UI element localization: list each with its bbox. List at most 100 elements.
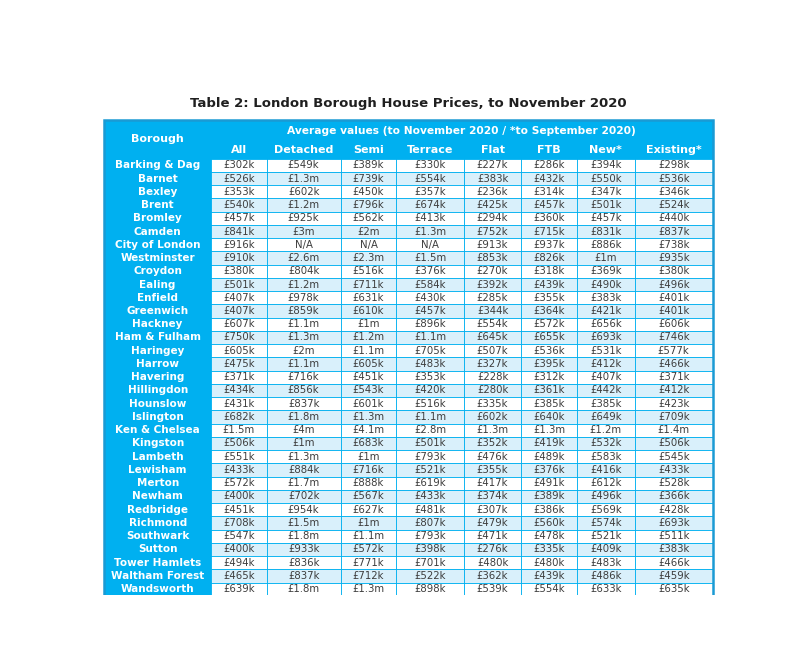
Bar (211, 582, 266, 596)
Bar (521, 371, 577, 384)
Text: Islington: Islington (132, 412, 183, 422)
Text: £619k: £619k (414, 478, 446, 488)
Bar (211, 530, 266, 543)
Text: £480k: £480k (533, 558, 565, 568)
Bar (464, 344, 521, 357)
Bar (464, 476, 521, 490)
Bar (341, 437, 396, 450)
Bar (464, 198, 521, 212)
Bar (577, 225, 635, 238)
Text: £413k: £413k (414, 213, 446, 223)
Text: £683k: £683k (353, 438, 384, 448)
Text: £886k: £886k (590, 240, 622, 250)
Text: £705k: £705k (414, 346, 446, 356)
Bar (341, 317, 396, 331)
Bar (635, 424, 713, 437)
Bar (266, 582, 341, 596)
Bar (211, 464, 266, 476)
Bar (577, 142, 635, 159)
Bar (577, 384, 635, 397)
Bar (341, 556, 396, 569)
Bar (635, 142, 713, 159)
Text: £394k: £394k (590, 160, 622, 170)
Bar (211, 238, 266, 251)
Bar (464, 397, 521, 410)
Bar (341, 305, 396, 317)
Bar (577, 490, 635, 503)
Bar (396, 490, 464, 503)
Text: £602k: £602k (288, 187, 320, 197)
Text: £475k: £475k (223, 359, 254, 369)
Bar (396, 464, 464, 476)
Bar (396, 159, 464, 172)
Bar (396, 476, 464, 490)
Text: £545k: £545k (658, 452, 689, 462)
Bar (464, 384, 521, 397)
Text: £577k: £577k (658, 346, 689, 356)
Text: £1.3m: £1.3m (288, 333, 320, 343)
Bar (635, 424, 713, 437)
Text: £409k: £409k (590, 544, 622, 554)
Bar (521, 464, 577, 476)
Bar (211, 159, 266, 172)
Text: Detached: Detached (274, 146, 333, 156)
Bar (577, 159, 635, 172)
Bar (464, 424, 521, 437)
Bar (341, 291, 396, 305)
Text: £355k: £355k (533, 293, 565, 303)
Bar (266, 410, 341, 424)
Bar (635, 172, 713, 185)
Bar (464, 251, 521, 265)
Text: £489k: £489k (533, 452, 565, 462)
Bar (211, 344, 266, 357)
Bar (635, 530, 713, 543)
Text: Merton: Merton (136, 478, 179, 488)
Text: £1.7m: £1.7m (288, 478, 320, 488)
Bar (266, 530, 341, 543)
Bar (521, 185, 577, 198)
Text: £398k: £398k (414, 544, 446, 554)
Bar (104, 331, 211, 344)
Bar (521, 291, 577, 305)
Bar (266, 569, 341, 582)
Bar (266, 185, 341, 198)
Bar (464, 265, 521, 278)
Bar (521, 291, 577, 305)
Bar (211, 238, 266, 251)
Bar (521, 516, 577, 530)
Bar (635, 251, 713, 265)
Text: £433k: £433k (223, 465, 254, 475)
Bar (341, 238, 396, 251)
Bar (104, 305, 211, 317)
Bar (464, 185, 521, 198)
Text: £605k: £605k (223, 346, 254, 356)
Bar (577, 410, 635, 424)
Bar (521, 371, 577, 384)
Bar (521, 582, 577, 596)
Bar (464, 397, 521, 410)
Bar (521, 198, 577, 212)
Text: £522k: £522k (414, 571, 446, 581)
Bar (464, 265, 521, 278)
Bar (266, 516, 341, 530)
Text: £528k: £528k (658, 478, 689, 488)
Text: £655k: £655k (533, 333, 565, 343)
Bar (104, 357, 211, 371)
Bar (464, 503, 521, 516)
Bar (266, 198, 341, 212)
Text: £925k: £925k (288, 213, 320, 223)
Bar (211, 556, 266, 569)
Bar (577, 185, 635, 198)
Bar (577, 305, 635, 317)
Bar (577, 331, 635, 344)
Bar (341, 384, 396, 397)
Bar (104, 450, 211, 464)
Bar (464, 225, 521, 238)
Bar (635, 185, 713, 198)
Text: £389k: £389k (353, 160, 384, 170)
Bar (521, 317, 577, 331)
Bar (635, 371, 713, 384)
Text: Semi: Semi (353, 146, 384, 156)
Bar (521, 265, 577, 278)
Bar (635, 344, 713, 357)
